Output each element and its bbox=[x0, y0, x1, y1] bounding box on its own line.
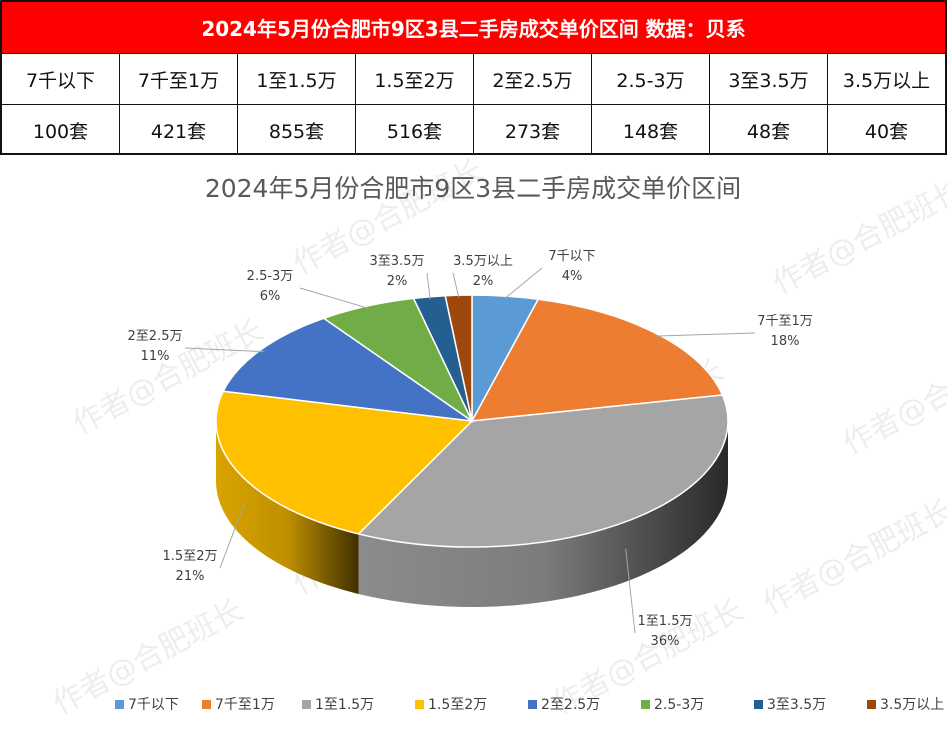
data-label-category: 1.5至2万 bbox=[163, 549, 218, 564]
data-label-category: 3.5万以上 bbox=[453, 254, 513, 269]
legend-label: 1.5至2万 bbox=[428, 697, 487, 713]
pie-slice-side bbox=[358, 421, 728, 607]
pie-slice bbox=[215, 390, 474, 535]
price-range-table: 2024年5月份合肥市9区3县二手房成交单价区间 数据：贝系 7千以下 7千至1… bbox=[0, 0, 947, 155]
table-value-cell: 273套 bbox=[474, 105, 592, 155]
legend-label: 3至3.5万 bbox=[767, 697, 826, 713]
table-header-cell: 2至2.5万 bbox=[474, 54, 592, 104]
data-label-percent: 11% bbox=[141, 349, 170, 364]
data-label-category: 7千以下 bbox=[548, 249, 595, 264]
watermark-text: 作者@合肥班长 bbox=[767, 173, 947, 302]
legend: 7千以下 7千至1万 1至1.5万 1.5至2万 2至2.5万 2.5-3万 3至3.5万 3… bbox=[115, 697, 944, 713]
data-label-percent: 6% bbox=[260, 289, 281, 304]
table-value-cell: 421套 bbox=[120, 105, 238, 155]
data-label-category: 2.5-3万 bbox=[247, 269, 294, 284]
legend-label: 3.5万以上 bbox=[880, 697, 944, 713]
table-title: 2024年5月份合肥市9区3县二手房成交单价区间 数据：贝系 bbox=[2, 2, 945, 54]
chart-title: 2024年5月份合肥市9区3县二手房成交单价区间 bbox=[205, 174, 741, 203]
data-label-percent: 2% bbox=[473, 274, 494, 289]
table-header-cell: 3至3.5万 bbox=[710, 54, 828, 104]
table-header-cell: 7千至1万 bbox=[120, 54, 238, 104]
pie-slice-side bbox=[216, 421, 359, 594]
table-value-cell: 148套 bbox=[592, 105, 710, 155]
leader-line bbox=[654, 332, 756, 337]
data-label-percent: 36% bbox=[651, 634, 680, 649]
legend-swatch bbox=[302, 700, 311, 709]
legend-label: 7千以下 bbox=[128, 697, 179, 713]
data-label-category: 2至2.5万 bbox=[128, 329, 183, 344]
data-label-category: 7千至1万 bbox=[757, 314, 813, 329]
data-label-category: 1至1.5万 bbox=[638, 614, 693, 629]
leader-line bbox=[452, 272, 460, 298]
watermark-text: 作者@合肥班长 bbox=[757, 493, 947, 622]
pie-layer bbox=[215, 294, 729, 607]
data-label-category: 3至3.5万 bbox=[370, 254, 425, 269]
table-value-cell: 516套 bbox=[356, 105, 474, 155]
legend-swatch bbox=[867, 700, 876, 709]
data-label-percent: 4% bbox=[562, 269, 583, 284]
table-header-cell: 2.5-3万 bbox=[592, 54, 710, 104]
legend-swatch bbox=[641, 700, 650, 709]
leader-line bbox=[426, 272, 431, 300]
data-label-percent: 2% bbox=[387, 274, 408, 289]
table-header-cell: 7千以下 bbox=[2, 54, 120, 104]
table-row: 100套 421套 855套 516套 273套 148套 48套 40套 bbox=[2, 105, 945, 155]
table-header-cell: 1至1.5万 bbox=[238, 54, 356, 104]
watermark-text: 作者@合肥班长 bbox=[837, 333, 947, 462]
data-label-percent: 18% bbox=[771, 334, 800, 349]
table-value-cell: 100套 bbox=[2, 105, 120, 155]
legend-swatch bbox=[415, 700, 424, 709]
leader-line bbox=[219, 503, 246, 569]
leader-line bbox=[625, 548, 636, 634]
legend-label: 2至2.5万 bbox=[541, 697, 600, 713]
legend-swatch bbox=[754, 700, 763, 709]
legend-label: 1至1.5万 bbox=[315, 697, 374, 713]
pie-slice bbox=[357, 394, 729, 548]
table-header-cell: 1.5至2万 bbox=[356, 54, 474, 104]
pie-slice bbox=[470, 298, 724, 422]
legend-swatch bbox=[528, 700, 537, 709]
legend-swatch bbox=[115, 700, 124, 709]
legend-label: 7千至1万 bbox=[215, 697, 275, 713]
legend-label: 2.5-3万 bbox=[654, 697, 704, 713]
data-label-layer: 7千以下 4% 7千至1万 18% 1至1.5万 36% 1.5至2万 21% 2至2.5万 11… bbox=[128, 249, 813, 649]
table-header-cell: 3.5万以上 bbox=[842, 69, 931, 92]
table-value-cell: 40套 bbox=[864, 120, 909, 143]
data-label-percent: 21% bbox=[176, 569, 205, 584]
table-header-row: 7千以下 7千至1万 1至1.5万 1.5至2万 2至2.5万 2.5-3万 3… bbox=[2, 54, 945, 105]
table-value-cell: 48套 bbox=[710, 105, 828, 155]
leader-line bbox=[184, 347, 265, 353]
legend-swatch bbox=[202, 700, 211, 709]
pie-slice bbox=[222, 317, 473, 422]
leader-line bbox=[299, 287, 369, 309]
table-value-cell: 855套 bbox=[238, 105, 356, 155]
leader-line bbox=[504, 267, 543, 299]
